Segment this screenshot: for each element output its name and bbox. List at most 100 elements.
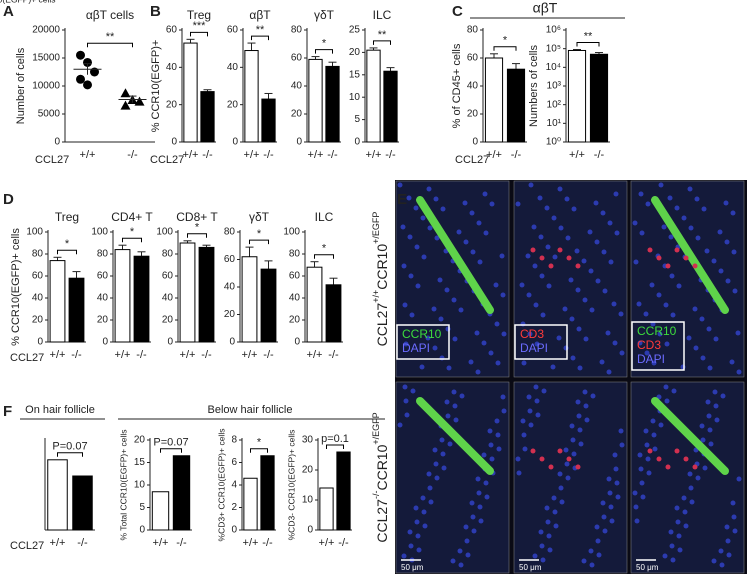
nucleus — [533, 302, 539, 308]
x-tick-label: +/+ — [180, 349, 196, 361]
hair-shaft — [416, 397, 494, 475]
cd3-cell — [548, 464, 554, 470]
y-tick-label: 15 — [134, 457, 146, 468]
nucleus — [551, 215, 557, 221]
x-prefix: CCL27 — [10, 352, 44, 364]
nucleus — [600, 210, 606, 216]
nucleus — [501, 331, 507, 337]
nucleus — [403, 398, 409, 404]
y-tick-label: 100 — [26, 227, 43, 238]
x-tick-label: +/+ — [307, 349, 323, 361]
nucleus — [570, 355, 576, 361]
chart-title: CD8+ T — [176, 210, 218, 224]
nucleus — [613, 466, 619, 472]
nucleus — [608, 504, 614, 510]
nucleus — [431, 306, 437, 312]
nucleus — [568, 277, 574, 283]
nucleus — [578, 441, 584, 447]
nucleus — [639, 230, 645, 236]
nucleus — [457, 548, 463, 554]
y-tick-label: 20 — [349, 47, 361, 58]
significance-bracket — [251, 35, 269, 41]
nucleus — [711, 258, 717, 264]
y-tick-label: 80 — [224, 227, 236, 238]
significance-bracket — [160, 448, 182, 453]
nucleus — [704, 248, 710, 254]
nucleus — [437, 277, 443, 283]
y-tick-label: 0 — [171, 137, 177, 148]
nucleus — [657, 331, 663, 337]
nucleus — [687, 186, 693, 192]
y-axis-label: Number of cells — [15, 47, 27, 124]
significance-label: P=0.07 — [52, 441, 87, 453]
x-tick-label: +/+ — [80, 149, 96, 161]
nucleus — [558, 225, 564, 231]
superscript: +/+ — [371, 290, 381, 303]
cd3-cell — [647, 247, 653, 253]
data-point — [120, 88, 131, 98]
y-tick-label: 0 — [354, 137, 360, 148]
nucleus — [671, 388, 677, 394]
panel-label: C — [452, 3, 463, 20]
nucleus — [546, 533, 552, 539]
nucleus — [725, 538, 731, 544]
nucleus — [643, 428, 649, 434]
nucleus — [458, 562, 464, 568]
nucleus — [553, 523, 559, 529]
nucleus — [581, 558, 587, 564]
nucleus — [481, 340, 487, 346]
significance-bracket — [250, 448, 268, 453]
nucleus — [427, 225, 433, 231]
y-tick-label: 6 — [231, 457, 237, 468]
nucleus — [595, 278, 601, 284]
nucleus — [695, 235, 701, 241]
nucleus — [410, 388, 416, 394]
nucleus — [400, 224, 406, 230]
nucleus — [550, 364, 556, 370]
y-axis-label: % CCR10(EGFP)+ cells — [10, 228, 22, 346]
nucleus — [544, 205, 550, 211]
nucleus — [433, 196, 439, 202]
nucleus — [736, 369, 742, 375]
nucleus — [570, 437, 576, 443]
y-tick-label: 60 — [224, 254, 236, 265]
nucleus — [668, 529, 674, 535]
y-tick-label: 20 — [162, 315, 174, 326]
nucleus — [559, 499, 565, 505]
y-tick-label: 0 — [167, 337, 173, 348]
bar — [589, 53, 609, 143]
nucleus — [676, 283, 682, 289]
nucleus — [668, 234, 674, 240]
nucleus — [407, 529, 413, 535]
nucleus — [583, 336, 589, 342]
nucleus — [607, 490, 613, 496]
nucleus — [605, 330, 611, 336]
x-prefix: CCL27 — [10, 540, 44, 552]
nucleus — [633, 259, 639, 265]
nucleus — [441, 465, 447, 471]
significance-bracket — [314, 254, 334, 259]
nucleus — [686, 335, 692, 341]
nucleus — [662, 553, 668, 559]
nucleus — [706, 413, 712, 419]
nucleus — [408, 273, 414, 279]
bar — [383, 70, 398, 143]
nucleus — [634, 518, 640, 524]
nucleus — [526, 394, 532, 400]
row-label: CCL27+/+CCR10+/EGFP — [371, 212, 389, 347]
group-title: On hair follicle — [25, 404, 95, 416]
y-tick-label: 10000 — [32, 81, 60, 92]
x-tick-label: +/+ — [308, 149, 324, 161]
nucleus — [539, 543, 545, 549]
nucleus — [636, 301, 642, 307]
bar — [308, 58, 323, 143]
nucleus — [397, 422, 403, 428]
y-tick-label: 10¹ — [547, 118, 562, 129]
nucleus — [532, 553, 538, 559]
cd3-cell — [575, 263, 581, 269]
nucleus — [726, 552, 732, 558]
x-tick-label: +/+ — [50, 537, 66, 549]
x-tick-label: -/- — [338, 537, 349, 549]
label-part: CCL27 — [374, 303, 390, 347]
bar — [319, 487, 334, 531]
